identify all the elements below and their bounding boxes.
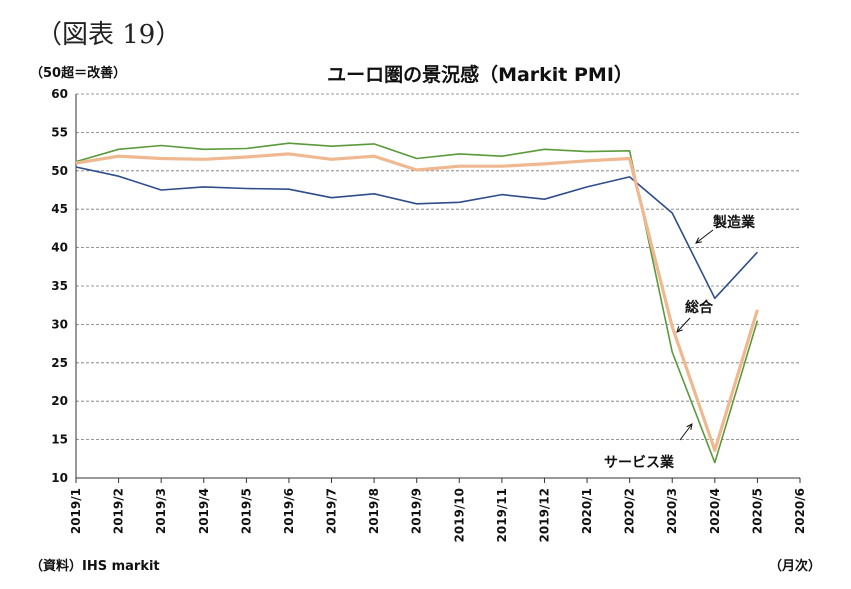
annotation-arrow-サービス業 <box>679 423 693 441</box>
y-tick-label-10: 10 <box>51 471 68 485</box>
x-tick-label-2019/12: 2019/12 <box>537 488 551 542</box>
x-tick-label-2019/2: 2019/2 <box>112 488 126 534</box>
figure-label: （図表 19） <box>36 20 182 50</box>
annotation-arrowhead-総合 <box>676 326 683 333</box>
x-tick-label-2020/2: 2020/2 <box>623 488 637 534</box>
x-tick-label-2019/11: 2019/11 <box>495 488 509 542</box>
series-line-総合 <box>75 152 759 452</box>
chart-title: ユーロ圏の景況感（Markit PMI） <box>327 64 633 86</box>
y-tick-label-60: 60 <box>51 87 68 101</box>
source-note: （資料）IHS markit <box>30 559 160 574</box>
x-tick-label-2019/10: 2019/10 <box>452 488 466 542</box>
annotation-arrowhead-サービス業 <box>686 423 693 430</box>
x-tick-label-2019/7: 2019/7 <box>325 488 339 534</box>
annotation-arrow-総合 <box>676 317 691 333</box>
x-tick-label-2020/1: 2020/1 <box>580 488 594 534</box>
series-line-サービス業 <box>75 142 759 464</box>
x-unit-note: （月次） <box>768 559 821 574</box>
x-tick-label-2020/6: 2020/6 <box>793 488 807 534</box>
x-tick-label-2020/5: 2020/5 <box>750 488 764 534</box>
unit-note: （50超＝改善） <box>30 66 127 81</box>
y-tick-label-20: 20 <box>51 394 68 408</box>
y-tick-label-50: 50 <box>51 164 68 178</box>
annotation-arrowhead-製造業 <box>695 237 702 244</box>
y-tick-label-30: 30 <box>51 317 68 331</box>
y-tick-label-55: 55 <box>51 125 68 139</box>
y-tick-label-45: 45 <box>51 202 68 216</box>
x-tick-label-2019/5: 2019/5 <box>239 488 253 534</box>
x-tick-label-2019/1: 2019/1 <box>69 488 83 534</box>
annotation-label-製造業: 製造業 <box>712 214 756 231</box>
x-tick-label-2019/9: 2019/9 <box>410 488 424 534</box>
x-tick-label-2019/4: 2019/4 <box>197 488 211 534</box>
x-tick-label-2020/3: 2020/3 <box>665 488 679 534</box>
y-tick-label-35: 35 <box>51 279 68 293</box>
y-tick-label-40: 40 <box>51 241 68 255</box>
x-tick-label-2019/6: 2019/6 <box>282 488 296 534</box>
x-tick-label-2019/8: 2019/8 <box>367 488 381 534</box>
series-line-製造業 <box>75 166 758 300</box>
y-tick-label-15: 15 <box>51 433 68 447</box>
annotation-label-サービス業: サービス業 <box>604 454 675 471</box>
annotation-label-総合: 総合 <box>685 299 714 316</box>
x-tick-label-2020/4: 2020/4 <box>708 488 722 534</box>
x-tick-label-2019/3: 2019/3 <box>154 488 168 534</box>
annotation-arrow-製造業 <box>695 229 714 244</box>
y-tick-label-25: 25 <box>51 356 68 370</box>
